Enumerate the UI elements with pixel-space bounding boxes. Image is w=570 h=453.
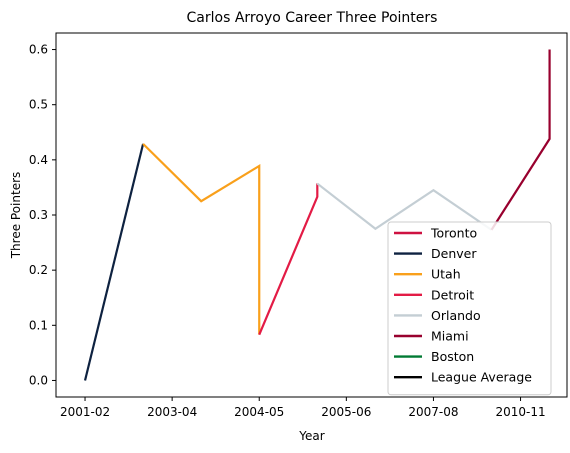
series-line-orlando	[316, 182, 493, 231]
x-tick-label: 2003-04	[147, 405, 197, 419]
x-tick-label: 2005-06	[321, 405, 371, 419]
legend: Toronto Denver Utah Detroit Orlando Miami Bost…	[387, 221, 552, 396]
legend-box	[387, 221, 552, 396]
plot-lines	[83, 49, 551, 381]
chart-title: Carlos Arroyo Career Three Pointers	[187, 10, 438, 26]
legend-entry-label: Boston	[431, 349, 474, 364]
series-line-utah	[142, 143, 261, 335]
y-tick-label: 0.3	[29, 208, 48, 222]
y-tick-label: 0.0	[29, 373, 48, 387]
series-line-detroit	[258, 183, 319, 336]
legend-entry-label: Toronto	[430, 226, 477, 241]
y-tick-label: 0.5	[29, 98, 48, 112]
y-tick-label: 0.2	[29, 263, 48, 277]
x-tick-label: 2001-02	[60, 405, 110, 419]
legend-entry-label: Utah	[431, 267, 461, 282]
x-tick-label: 2010-11	[495, 405, 545, 419]
x-tick-label: 2004-05	[234, 405, 284, 419]
y-tick-label: 0.1	[29, 318, 48, 332]
x-axis-ticks: 2001-02 2003-04 2004-05 2005-06 2007-08 2010-…	[60, 397, 546, 419]
y-tick-label: 0.4	[29, 153, 48, 167]
legend-entry-label: Denver	[431, 246, 477, 261]
x-tick-label: 2007-08	[408, 405, 458, 419]
y-axis-ticks: 0.0 0.1 0.2 0.3 0.4 0.5 0.6	[29, 43, 56, 387]
series-line-denver	[83, 143, 145, 381]
legend-entry-label: Detroit	[431, 287, 474, 302]
series-line-miami	[490, 49, 551, 231]
x-axis-label: Year	[298, 429, 324, 443]
y-axis-label: Three Pointers	[9, 172, 23, 260]
y-tick-label: 0.6	[29, 43, 48, 57]
legend-entry-label: Orlando	[431, 308, 481, 323]
legend-entry-label: Miami	[431, 329, 469, 344]
legend-entry-label: League Average	[431, 370, 532, 385]
